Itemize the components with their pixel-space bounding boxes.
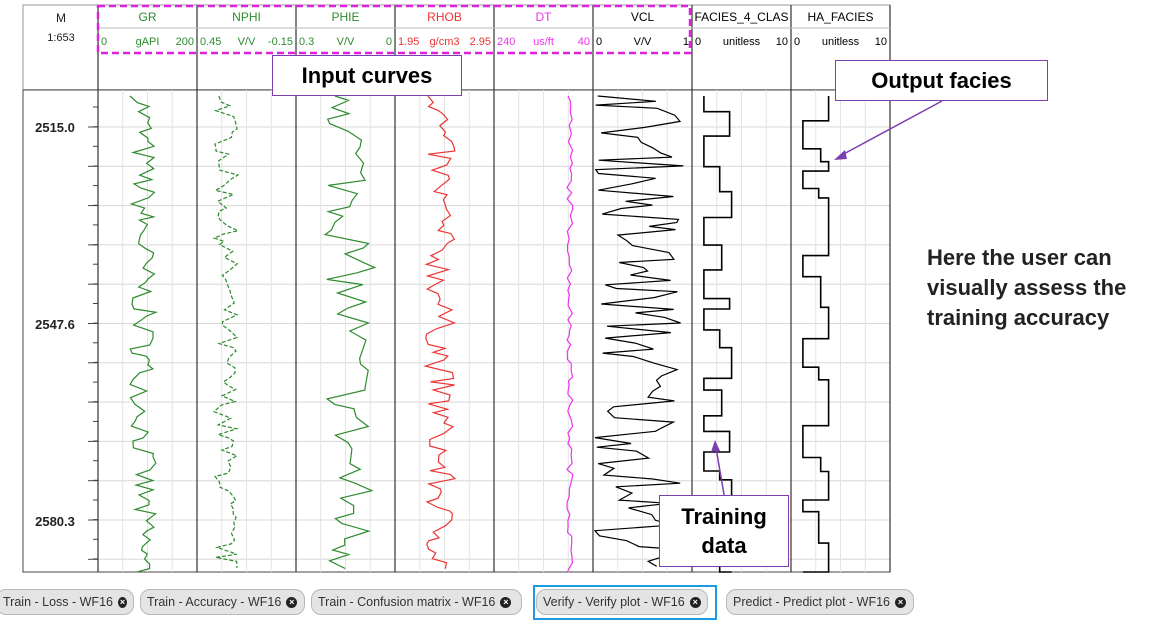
track-name: HA_FACIES <box>807 10 873 24</box>
track-header-phie: PHIE 0.3 V/V 0 <box>299 10 392 48</box>
track-scale-min: 0 <box>695 36 701 48</box>
track-scale-max: 200 <box>176 36 194 48</box>
track-name: NPHI <box>232 10 261 24</box>
track-scale-min: 0 <box>101 36 107 48</box>
track-unit: V/V <box>634 36 652 48</box>
close-icon[interactable]: × <box>895 596 906 608</box>
depth-scale: 1:653 <box>47 32 75 44</box>
track-unit: g/cm3 <box>430 36 460 48</box>
track-header-dt: DT 240 us/ft 40 <box>497 10 590 48</box>
input-curves-label: Input curves <box>301 63 433 88</box>
input-curves-callout: Input curves <box>272 55 462 96</box>
track-name: FACIES_4_CLAS <box>694 10 788 24</box>
track-scale-min: 0 <box>596 36 602 48</box>
track-scale-min: 0 <box>794 36 800 48</box>
track-name: DT <box>536 10 553 24</box>
training-data-label-line1: Training <box>681 504 767 529</box>
track-scale-min: 0.45 <box>200 36 221 48</box>
track-header-nphi: NPHI 0.45 V/V -0.15 <box>200 10 293 48</box>
tab-label: Train - Accuracy - WF16 <box>147 595 282 609</box>
track-scale-min: 240 <box>497 36 515 48</box>
track-scale-max: 1 <box>683 36 689 48</box>
curve-gr <box>129 95 159 573</box>
tab-label: Predict - Predict plot - WF16 <box>733 595 890 609</box>
tab-label: Train - Loss - WF16 <box>3 595 113 609</box>
track-scale-min: 0.3 <box>299 36 314 48</box>
input-curves-highlight-box <box>96 4 692 55</box>
tab-label: Train - Confusion matrix - WF16 <box>318 595 496 609</box>
tab-train-loss[interactable]: Train - Loss - WF16 × <box>0 589 134 615</box>
curve-rhob <box>423 95 457 569</box>
track-header-vcl: VCL 0 V/V 1 <box>596 10 689 48</box>
selected-tab-highlight <box>533 585 717 620</box>
curve-dt <box>566 95 574 573</box>
output-facies-callout: Output facies <box>835 60 1048 101</box>
track-name: VCL <box>631 10 655 24</box>
note-line-1: Here the user can <box>927 245 1112 270</box>
close-icon[interactable]: × <box>286 596 298 608</box>
curve-vcl <box>593 95 684 567</box>
track-header-gr: GR 0 gAPI 200 <box>101 10 194 48</box>
curve-phie <box>323 95 377 570</box>
note-line-2: visually assess the <box>927 275 1127 300</box>
assessment-note: Here the user can visually assess the tr… <box>927 243 1170 333</box>
track-scale-max: -0.15 <box>268 36 293 48</box>
track-scale-max: 2.95 <box>470 36 491 48</box>
depth-label-2515: 2515.0 <box>35 120 75 135</box>
depth-unit: M <box>56 11 66 25</box>
tab-verify-plot[interactable]: Verify - Verify plot - WF16 × <box>536 589 708 615</box>
track-header-rhob: RHOB 1.95 g/cm3 2.95 <box>398 10 491 48</box>
close-icon[interactable]: × <box>117 596 127 608</box>
track-name: PHIE <box>331 10 359 24</box>
track-name: RHOB <box>427 10 462 24</box>
tab-train-confusion-matrix[interactable]: Train - Confusion matrix - WF16 × <box>311 589 522 615</box>
training-data-label-line2: data <box>701 533 747 558</box>
output-facies-label: Output facies <box>871 68 1012 93</box>
track-scale-max: 10 <box>776 36 788 48</box>
track-unit: V/V <box>238 36 256 48</box>
depth-label-2580: 2580.3 <box>35 514 75 529</box>
curve-nphi <box>212 95 240 568</box>
track-scale-max: 0 <box>386 36 392 48</box>
track-headers: GR 0 gAPI 200 NPHI 0.45 V/V -0.15 PHIE 0.3 V/V 0 RHO… <box>101 10 887 48</box>
track-unit: gAPI <box>136 36 160 48</box>
tab-predict-plot[interactable]: Predict - Predict plot - WF16 × <box>726 589 914 615</box>
plot-grid <box>88 90 890 572</box>
track-name: GR <box>139 10 157 24</box>
curve-ha-facies <box>802 96 830 573</box>
track-unit: unitless <box>822 36 860 48</box>
track-dividers <box>97 5 891 572</box>
track-header-facies_4_clas: FACIES_4_CLAS 0 unitless 10 <box>694 10 788 48</box>
close-icon[interactable]: × <box>500 596 512 608</box>
depth-label-2547: 2547.6 <box>35 317 75 332</box>
depth-track: M 1:653 2515.0 2547.6 2580.3 <box>35 11 75 529</box>
tab-train-accuracy[interactable]: Train - Accuracy - WF16 × <box>140 589 305 615</box>
note-line-3: training accuracy <box>927 305 1110 330</box>
track-unit: us/ft <box>533 36 554 48</box>
track-header-ha_facies: HA_FACIES 0 unitless 10 <box>794 10 887 48</box>
close-icon[interactable]: × <box>689 596 701 608</box>
track-scale-min: 1.95 <box>398 36 419 48</box>
tab-label: Verify - Verify plot - WF16 <box>543 595 685 609</box>
training-data-callout: Training data <box>659 495 789 567</box>
track-unit: unitless <box>723 36 761 48</box>
track-scale-max: 40 <box>578 36 590 48</box>
track-scale-max: 10 <box>875 36 887 48</box>
track-unit: V/V <box>337 36 355 48</box>
